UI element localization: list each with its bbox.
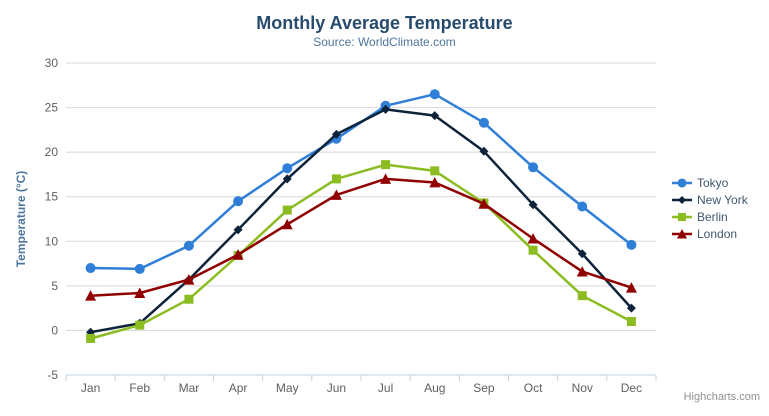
data-point-marker[interactable] [577, 249, 587, 259]
data-point-marker[interactable] [430, 111, 440, 121]
x-axis-label: Jun [327, 381, 346, 395]
y-axis-label: 0 [51, 323, 58, 337]
legend-marker-circle-icon [672, 178, 692, 187]
x-axis-label: Aug [424, 381, 445, 395]
data-point-marker[interactable] [331, 174, 341, 184]
data-point-marker[interactable] [626, 303, 636, 313]
x-axis-label: Sep [473, 381, 495, 395]
data-point-marker[interactable] [282, 174, 292, 184]
data-point-marker[interactable] [86, 333, 96, 343]
data-point-marker[interactable] [577, 201, 588, 212]
data-point-marker[interactable] [85, 263, 96, 274]
data-point-marker[interactable] [527, 233, 539, 244]
data-point-marker[interactable] [626, 317, 636, 327]
data-point-marker[interactable] [429, 176, 441, 188]
data-point-marker[interactable] [233, 196, 244, 207]
y-axis-label: 10 [45, 234, 59, 248]
data-point-marker[interactable] [626, 239, 637, 250]
series-line [89, 177, 633, 297]
data-point-marker[interactable] [134, 263, 145, 274]
data-point-marker[interactable] [381, 160, 391, 170]
data-point-marker[interactable] [232, 249, 244, 260]
legend-label: London [697, 226, 738, 241]
x-axis-label: Mar [179, 381, 200, 395]
y-axis-label: 5 [51, 279, 58, 293]
y-axis-label: 30 [45, 56, 59, 70]
series-london[interactable] [85, 173, 637, 301]
data-point-marker[interactable] [233, 225, 243, 235]
data-point-marker[interactable] [135, 320, 145, 330]
series-line [89, 108, 633, 334]
y-axis-label: 20 [45, 145, 59, 159]
x-axis-label: Apr [229, 381, 248, 395]
context-menu-button[interactable] [727, 20, 757, 48]
x-axis-label: Feb [129, 381, 150, 395]
series-new-york[interactable] [86, 104, 636, 337]
legend-label: New York [697, 192, 748, 207]
data-point-marker[interactable] [330, 189, 342, 200]
series-line [89, 92, 633, 271]
data-point-marker[interactable] [429, 89, 440, 100]
data-point-marker[interactable] [625, 282, 637, 293]
legend-marker-triangle-icon [672, 228, 692, 238]
x-axis-label: Oct [524, 381, 543, 395]
data-point-marker[interactable] [184, 294, 194, 304]
data-point-marker[interactable] [528, 162, 539, 173]
data-point-marker[interactable] [528, 245, 538, 255]
series-line [89, 163, 633, 340]
legend-item-berlin[interactable]: Berlin [671, 208, 748, 225]
data-point-marker[interactable] [134, 287, 146, 298]
data-point-marker[interactable] [380, 173, 392, 184]
legend-marker-diamond-icon [672, 195, 692, 204]
legend-marker-square-icon [672, 212, 692, 221]
data-point-marker[interactable] [528, 200, 538, 210]
legend-item-london[interactable]: London [671, 225, 748, 242]
data-point-marker[interactable] [478, 117, 489, 128]
data-point-marker[interactable] [478, 198, 490, 209]
credits-link[interactable]: Highcharts.com [683, 391, 760, 403]
x-axis-label: Nov [572, 381, 593, 395]
data-point-marker[interactable] [85, 290, 97, 301]
y-axis-label: -5 [47, 368, 58, 382]
legend-item-tokyo[interactable]: Tokyo [671, 174, 748, 191]
data-point-marker[interactable] [577, 291, 587, 301]
data-point-marker[interactable] [282, 163, 293, 174]
series-tokyo[interactable] [85, 89, 637, 274]
legend-label: Tokyo [697, 175, 729, 190]
data-point-marker[interactable] [183, 240, 194, 251]
legend-label: Berlin [697, 209, 728, 224]
data-point-marker[interactable] [381, 104, 391, 114]
data-point-marker[interactable] [183, 274, 195, 285]
data-point-marker[interactable] [282, 205, 292, 215]
data-point-marker[interactable] [479, 146, 489, 156]
data-point-marker[interactable] [331, 129, 341, 139]
data-point-marker[interactable] [430, 166, 440, 176]
data-point-marker[interactable] [576, 266, 588, 277]
y-axis-label: 25 [45, 101, 59, 115]
x-axis-label: May [276, 381, 299, 395]
data-point-marker[interactable] [281, 218, 293, 230]
legend-item-new-york[interactable]: New York [671, 191, 748, 208]
y-axis-label: 15 [45, 190, 59, 204]
x-axis-label: Dec [621, 381, 642, 395]
y-axis-title: Temperature (°C) [14, 171, 28, 268]
x-axis-label: Jan [81, 381, 100, 395]
x-axis-label: Jul [378, 381, 393, 395]
legend: Tokyo New York Berlin London [671, 174, 748, 242]
